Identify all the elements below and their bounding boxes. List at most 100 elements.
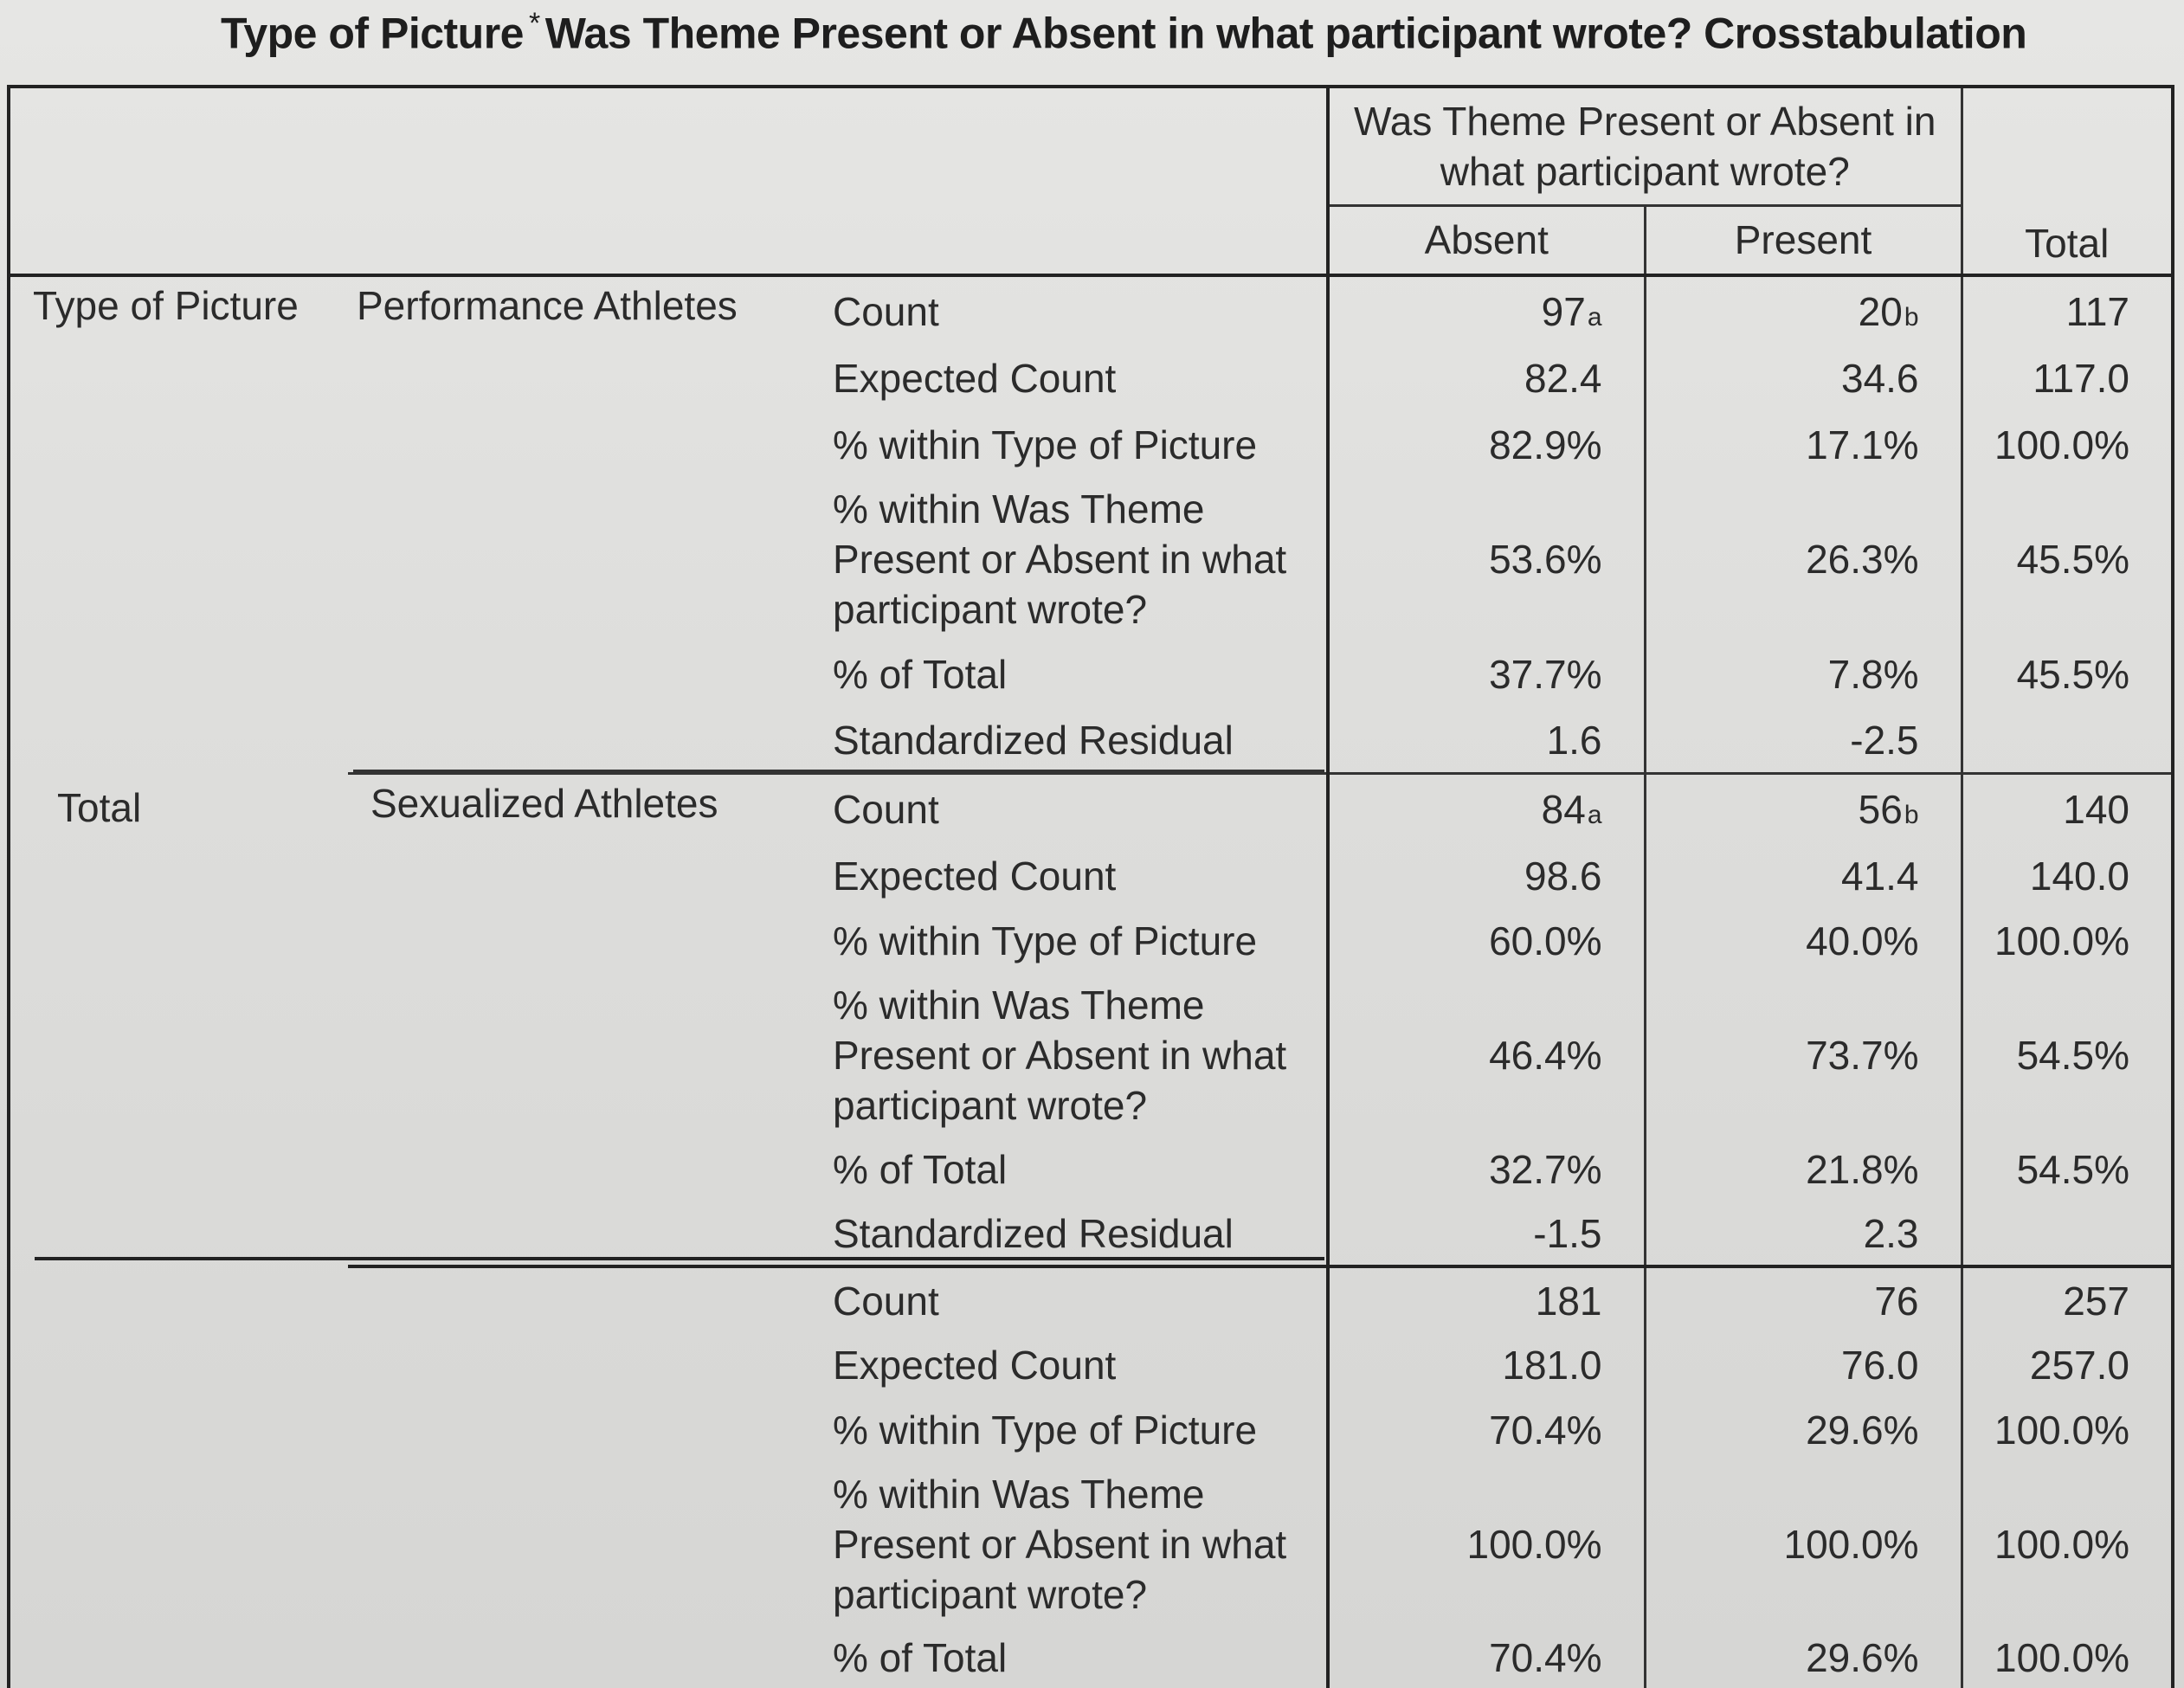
cell-sex-of-total-present: 21.8% (1643, 1137, 1962, 1202)
table-title: Type of Picture * Was Theme Present or Abs… (221, 7, 2027, 59)
table-row: Expected Count 98.6 41.4 140.0 (9, 843, 2175, 909)
stat-label-within-theme: % within Was Theme Present or Absent in … (833, 486, 1287, 633)
header-column-variable: Was Theme Present or Absent in what part… (1326, 84, 1962, 207)
stat-label-expected: Expected Count (833, 356, 1117, 402)
cell-perf-count-present: 20b (1643, 275, 1962, 345)
row-category-sexualized: Sexualized Athletes (348, 772, 833, 1269)
cell-sex-of-total-total: 54.5% (1960, 1137, 2175, 1202)
header-total-cell: Total (1960, 84, 2175, 278)
cell-sex-expected-total: 140.0 (1960, 843, 2175, 909)
cell-perf-of-total-absent: 37.7% (1326, 641, 1646, 707)
table-row: % within Type of Picture 70.4% 29.6% 100… (9, 1397, 2175, 1463)
table-row: Count 181 76 257 (9, 1266, 2175, 1333)
cell-perf-count-absent: 97a (1326, 275, 1646, 345)
cell-perf-std-resid-present: -2.5 (1643, 706, 1962, 776)
stat-label-of-total: % of Total (833, 1634, 1008, 1680)
header-present: Present (1643, 205, 1962, 278)
stat-label-expected: Expected Count (833, 1343, 1117, 1388)
cell-perf-std-resid-absent: 1.6 (1326, 706, 1646, 776)
cell-perf-of-total-present: 7.8% (1643, 641, 1962, 707)
cell-sex-expected-absent: 98.6 (1326, 843, 1646, 909)
cell-perf-count-total: 117 (1960, 275, 2175, 345)
title-row-variable: Type of Picture (221, 9, 524, 58)
stat-label-within-type: % within Type of Picture (833, 422, 1258, 467)
cell-sex-std-resid-total (1960, 1202, 2175, 1269)
table-row: Sexualized Athletes Count 84a 56b 140 (9, 772, 2175, 1269)
row-total-spacer (348, 1266, 833, 1688)
cell-total-expected-absent: 181.0 (1326, 1332, 1646, 1398)
total-block-divider (35, 1257, 1324, 1260)
cell-total-of-total-present: 29.6% (1643, 1627, 1962, 1688)
cell-sex-within-theme-total: 54.5% (1960, 972, 2175, 1137)
cell-total-within-type-total: 100.0% (1960, 1397, 2175, 1463)
cell-sex-std-resid-absent: -1.5 (1326, 1202, 1646, 1269)
table-row: Type of Picture Total Performance Athlet… (7, 275, 2175, 1688)
cell-perf-within-type-absent: 82.9% (1326, 411, 1646, 479)
cell-perf-within-theme-present: 26.3% (1643, 478, 1962, 641)
crosstab-table: Was Theme Present or Absent in what part… (6, 84, 2175, 1688)
cell-sex-expected-present: 41.4 (1643, 843, 1962, 909)
row-category-performance: Performance Athletes (357, 283, 738, 329)
cell-perf-within-theme-absent: 53.6% (1326, 478, 1646, 641)
stat-label-within-theme: % within Was Theme Present or Absent in … (833, 1472, 1287, 1618)
stat-label-of-total: % of Total (833, 1147, 1008, 1193)
cell-total-expected-total: 257.0 (1960, 1332, 2175, 1398)
cell-sex-within-type-absent: 60.0% (1326, 908, 1646, 973)
cell-sex-count-total: 140 (1960, 773, 2175, 844)
stat-label-count: Count (833, 786, 939, 832)
cell-total-of-total-total: 100.0% (1960, 1627, 2175, 1688)
cell-perf-expected-absent: 82.4 (1326, 345, 1646, 412)
cell-sex-count-present: 56b (1643, 773, 1962, 844)
stat-label-count: Count (833, 288, 939, 334)
cell-sex-count-absent: 84a (1326, 773, 1646, 844)
cell-total-within-type-absent: 70.4% (1326, 1397, 1646, 1463)
table-row: % within Type of Picture 60.0% 40.0% 100… (9, 908, 2175, 973)
cell-perf-expected-total: 117.0 (1960, 345, 2175, 412)
cell-total-within-theme-absent: 100.0% (1326, 1462, 1646, 1627)
table-row: Expected Count 181.0 76.0 257.0 (9, 1332, 2175, 1398)
header-corner (6, 84, 1329, 278)
cell-sex-within-theme-absent: 46.4% (1326, 972, 1646, 1137)
cell-perf-within-type-present: 17.1% (1643, 411, 1962, 479)
cell-total-count-absent: 181 (1326, 1266, 1646, 1333)
cell-total-within-type-present: 29.6% (1643, 1397, 1962, 1463)
cell-total-expected-present: 76.0 (1643, 1332, 1962, 1398)
cell-perf-expected-present: 34.6 (1643, 345, 1962, 412)
cell-sex-within-type-total: 100.0% (1960, 908, 2175, 973)
stat-label-expected: Expected Count (833, 853, 1117, 899)
table-row: % of Total 70.4% 29.6% 100.0% (9, 1627, 2175, 1688)
cell-sex-within-type-present: 40.0% (1643, 908, 1962, 973)
stat-label-within-type: % within Type of Picture (833, 918, 1258, 963)
stat-label-within-type: % within Type of Picture (833, 1407, 1258, 1453)
title-separator: * (528, 7, 540, 40)
stat-label-of-total: % of Total (833, 651, 1008, 697)
table-row: % of Total 37.7% 7.8% 45.5% (9, 641, 2175, 707)
stat-label-count: Count (833, 1278, 939, 1324)
table-row: Standardized Residual 1.6 -2.5 (9, 706, 2175, 776)
table-row: % within Was Theme Present or Absent in … (9, 1462, 2175, 1627)
row-variable-label: Type of Picture Total (7, 275, 348, 1688)
cell-total-within-theme-present: 100.0% (1643, 1462, 1962, 1627)
cell-total-count-present: 76 (1643, 1266, 1962, 1333)
header-total: Total (2025, 221, 2110, 267)
table-row: Expected Count 82.4 34.6 117.0 (9, 345, 2175, 412)
table-row: % of Total 32.7% 21.8% 54.5% (9, 1137, 2175, 1202)
cell-perf-within-theme-total: 45.5% (1960, 478, 2175, 641)
stat-label-std-resid: Standardized Residual (833, 706, 1329, 776)
cell-sex-std-resid-present: 2.3 (1643, 1202, 1962, 1269)
header-absent: Absent (1326, 205, 1646, 278)
title-column-variable: Was Theme Present or Absent in what part… (544, 9, 2027, 58)
cell-sex-of-total-absent: 32.7% (1326, 1137, 1646, 1202)
cell-sex-within-theme-present: 73.7% (1643, 972, 1962, 1137)
table-row: % within Type of Picture 82.9% 17.1% 100… (9, 411, 2175, 479)
category-divider (353, 770, 1324, 772)
cell-perf-std-resid-total (1960, 706, 2175, 776)
stat-label-within-theme: % within Was Theme Present or Absent in … (833, 982, 1287, 1128)
table-row: % within Was Theme Present or Absent in … (9, 972, 2175, 1137)
row-total-label: Total (57, 785, 142, 831)
cell-total-count-total: 257 (1960, 1266, 2175, 1333)
cell-perf-within-type-total: 100.0% (1960, 411, 2175, 479)
cell-perf-of-total-total: 45.5% (1960, 641, 2175, 707)
table-row: % within Was Theme Present or Absent in … (9, 478, 2175, 641)
